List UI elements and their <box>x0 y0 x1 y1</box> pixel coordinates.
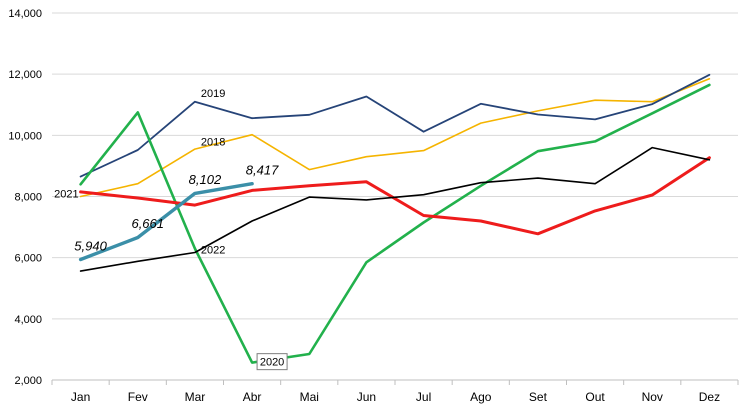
x-tick-label: Set <box>529 390 548 404</box>
x-tick-label: Jul <box>416 390 431 404</box>
x-tick-label: Ago <box>470 390 492 404</box>
axes: 2,000 4,000 6,000 8,000 10,000 12,000 14,000 Ja… <box>8 8 738 404</box>
x-tick-label: Nov <box>642 390 663 404</box>
x-tick-label: Fev <box>128 390 148 404</box>
y-tick-label: 4,000 <box>14 314 42 326</box>
y-tick-label: 8,000 <box>14 192 42 204</box>
series-label-2020: 2020 <box>260 357 284 369</box>
series-line-2021 <box>81 158 710 234</box>
series-label-2022: 2022 <box>201 244 225 256</box>
x-tick-label: Mar <box>185 390 206 404</box>
y-tick-label: 6,000 <box>14 253 42 265</box>
y-tick-label: 10,000 <box>8 130 42 142</box>
chart-svg: 2,000 4,000 6,000 8,000 10,000 12,000 14,000 Ja… <box>0 0 750 413</box>
x-tick-label: Mai <box>300 390 319 404</box>
annotations: 2019 2018 2021 2022 2020 5,940 6,661 8,102 8,417 <box>54 88 287 370</box>
series-line-2020 <box>81 85 710 363</box>
y-tick-label: 14,000 <box>8 8 42 20</box>
x-tick-label: Jan <box>71 390 90 404</box>
x-tick-label: Out <box>585 390 605 404</box>
x-tick-label: Dez <box>699 390 720 404</box>
y-tick-label: 2,000 <box>14 375 42 387</box>
x-tick-label: Abr <box>243 390 262 404</box>
data-label: 5,940 <box>74 238 107 253</box>
x-tick-label: Jun <box>357 390 376 404</box>
data-label: 8,102 <box>189 172 222 187</box>
data-label: 8,417 <box>246 162 279 177</box>
data-label: 6,661 <box>131 216 164 231</box>
series-line-2018 <box>81 79 710 197</box>
series-label-2021: 2021 <box>54 188 78 200</box>
series-label-2018: 2018 <box>201 136 225 148</box>
y-tick-label: 12,000 <box>8 69 42 81</box>
line-chart: 2,000 4,000 6,000 8,000 10,000 12,000 14,000 Ja… <box>0 0 750 413</box>
series-lines <box>81 75 710 363</box>
series-label-2019: 2019 <box>201 88 225 100</box>
